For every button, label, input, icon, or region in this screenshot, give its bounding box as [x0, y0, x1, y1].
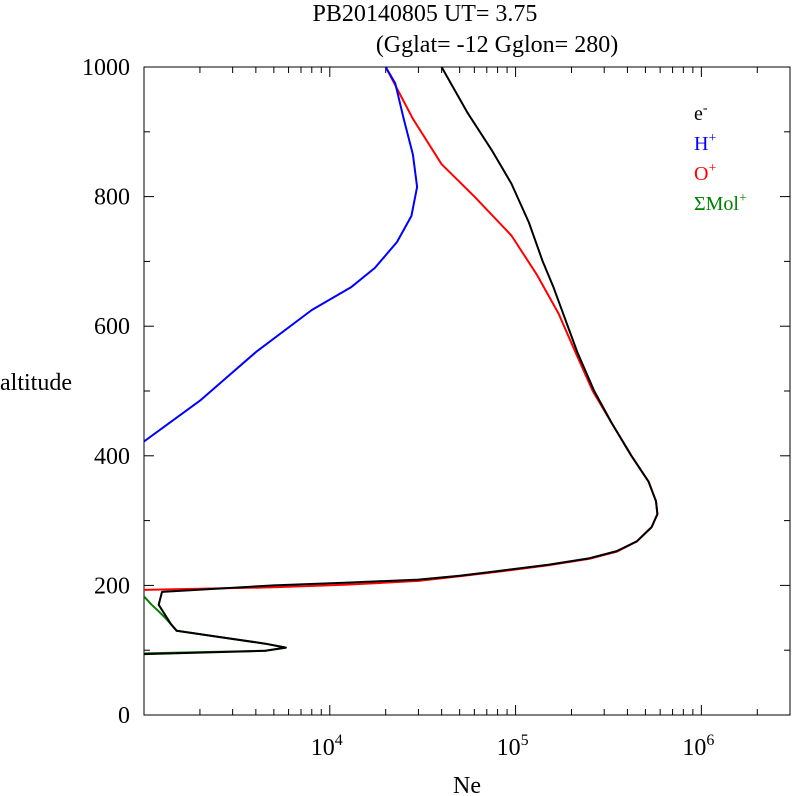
legend-item: O+ — [694, 161, 716, 185]
y-tick-label: 800 — [94, 185, 130, 211]
series-line-h-plus — [144, 67, 419, 443]
y-tick-label: 200 — [94, 573, 130, 599]
y-tick-label: 1000 — [82, 55, 130, 81]
y-axis-label: altitude — [0, 370, 72, 396]
legend-item: H+ — [694, 131, 716, 155]
legend-item: e- — [694, 101, 708, 125]
legend-item: ΣMol+ — [694, 191, 747, 215]
y-tick-label: 600 — [94, 314, 130, 340]
x-tick-label: 106 — [682, 732, 714, 761]
x-tick-label: 104 — [311, 732, 343, 761]
legend: e- H+ O+ ΣMol+ — [694, 101, 747, 215]
plot-area: 0 200 400 600 800 1000 104 105 106 — [82, 55, 791, 761]
chart-title: PB20140805 UT= 3.75 — [313, 1, 538, 27]
x-tick-label: 105 — [497, 732, 529, 761]
series-line-mol-plus — [144, 595, 287, 655]
y-tick-label: 400 — [94, 444, 130, 470]
series-line-electron — [144, 67, 659, 656]
chart-subtitle: (Gglat= -12 Gglon= 280) — [376, 32, 618, 58]
y-tick-label: 0 — [118, 703, 130, 729]
x-axis-label: Ne — [453, 773, 481, 796]
series-line-o-plus — [144, 67, 659, 591]
